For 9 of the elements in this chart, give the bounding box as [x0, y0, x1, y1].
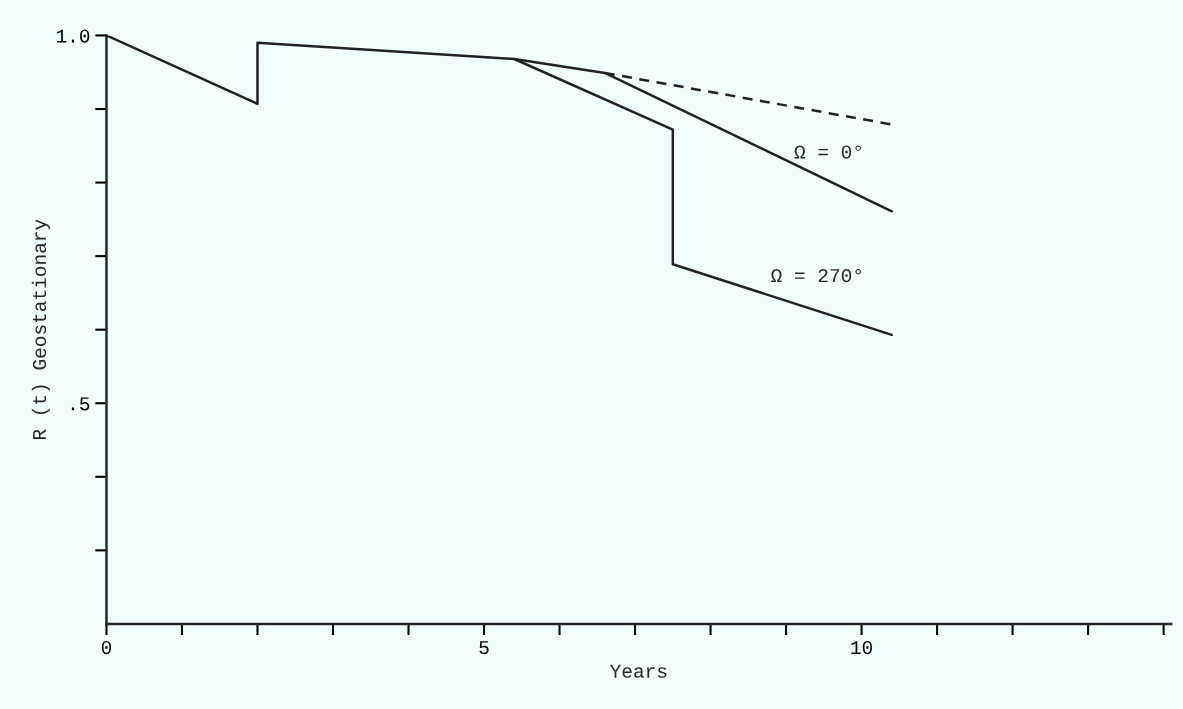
y-tick-label: .5: [71, 397, 90, 411]
x-axis-title: Years: [609, 664, 667, 678]
series-label: Ω = 0°: [794, 145, 861, 159]
x-tick-label: 0: [101, 640, 112, 655]
y-axis-title: R (t) Geostationary: [31, 219, 50, 440]
series-label: Ω = 270°: [771, 269, 861, 283]
x-tick-label: 5: [479, 641, 489, 655]
x-tick-label: 10: [851, 640, 873, 655]
y-tick-label: 1.0: [56, 29, 90, 43]
